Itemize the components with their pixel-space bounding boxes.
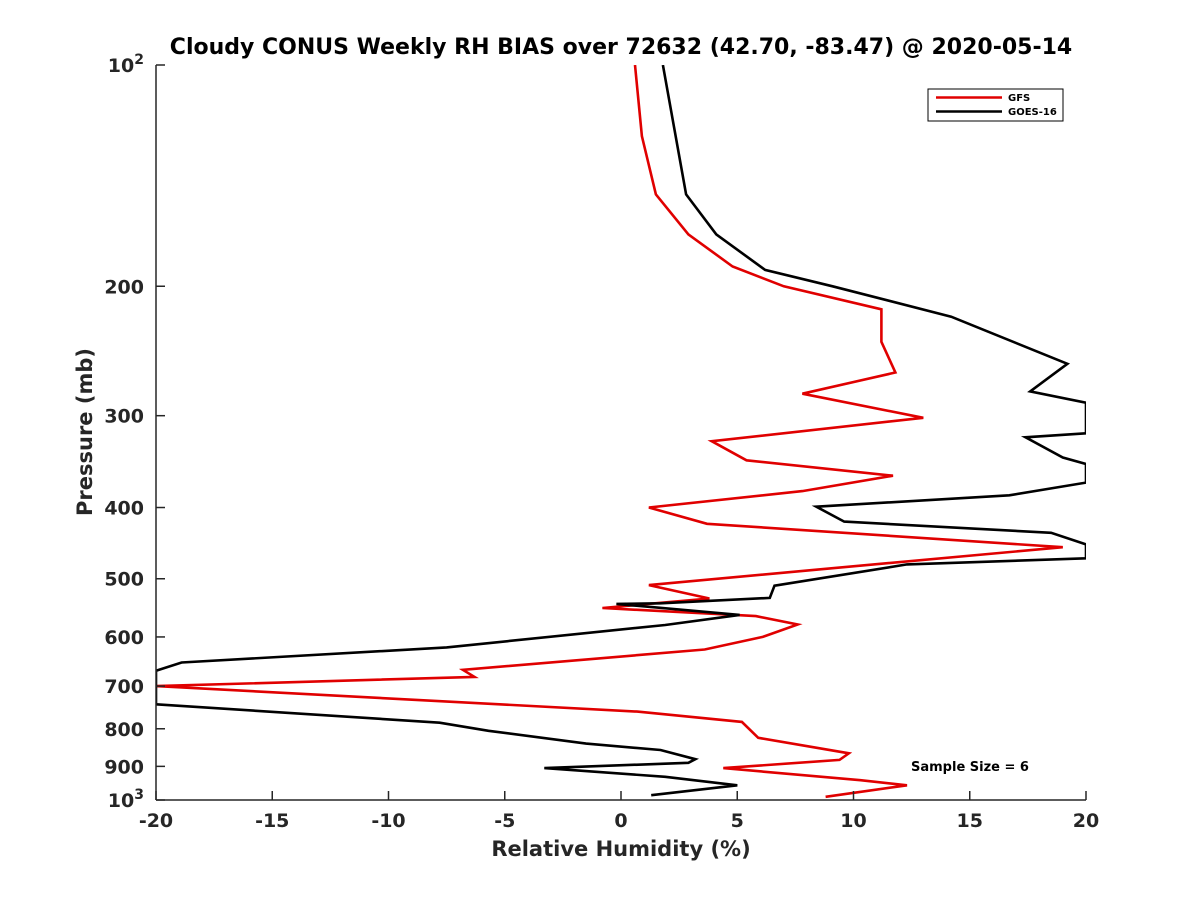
x-tick-label: 0: [614, 810, 627, 832]
y-tick-label: 800: [104, 719, 144, 741]
x-tick-label: -10: [371, 810, 405, 832]
x-axis-ticks: -20 -15 -10 -5 0 5 10 15 20: [139, 791, 1099, 832]
chart-title: Cloudy CONUS Weekly RH BIAS over 72632 (…: [170, 35, 1072, 60]
x-tick-label: 5: [731, 810, 744, 832]
x-tick-label: -20: [139, 810, 173, 832]
y-axis-label: Pressure (mb): [73, 348, 97, 516]
legend-label-gfs: GFS: [1008, 93, 1030, 104]
series-line-goes-16: [156, 65, 1086, 797]
legend: GFS GOES-16: [927, 88, 1064, 122]
y-tick-label: 102: [108, 52, 144, 77]
y-tick-label: 103: [108, 787, 144, 812]
y-tick-label: 700: [104, 676, 144, 698]
y-tick-label: 300: [104, 406, 144, 428]
y-tick-label: 600: [104, 627, 144, 649]
y-tick-label: 200: [104, 276, 144, 298]
legend-box: [927, 88, 1064, 122]
x-tick-label: 20: [1073, 810, 1099, 832]
y-tick-label: 400: [104, 498, 144, 520]
y-axis-ticks: 102 200 300 400 500 600 700 800 900 103: [104, 52, 165, 812]
x-axis-label: Relative Humidity (%): [491, 837, 750, 861]
x-tick-label: 10: [840, 810, 866, 832]
y-tick-label: 900: [104, 756, 144, 778]
sample-size-annotation: Sample Size = 6: [911, 760, 1029, 775]
x-tick-label: 15: [957, 810, 983, 832]
legend-label-goes-16: GOES-16: [1008, 107, 1057, 118]
x-tick-label: -15: [255, 810, 289, 832]
y-tick-label: 500: [104, 569, 144, 591]
plot-lines: [156, 65, 1086, 799]
series-line-gfs: [156, 65, 1063, 799]
x-tick-label: -5: [494, 810, 515, 832]
